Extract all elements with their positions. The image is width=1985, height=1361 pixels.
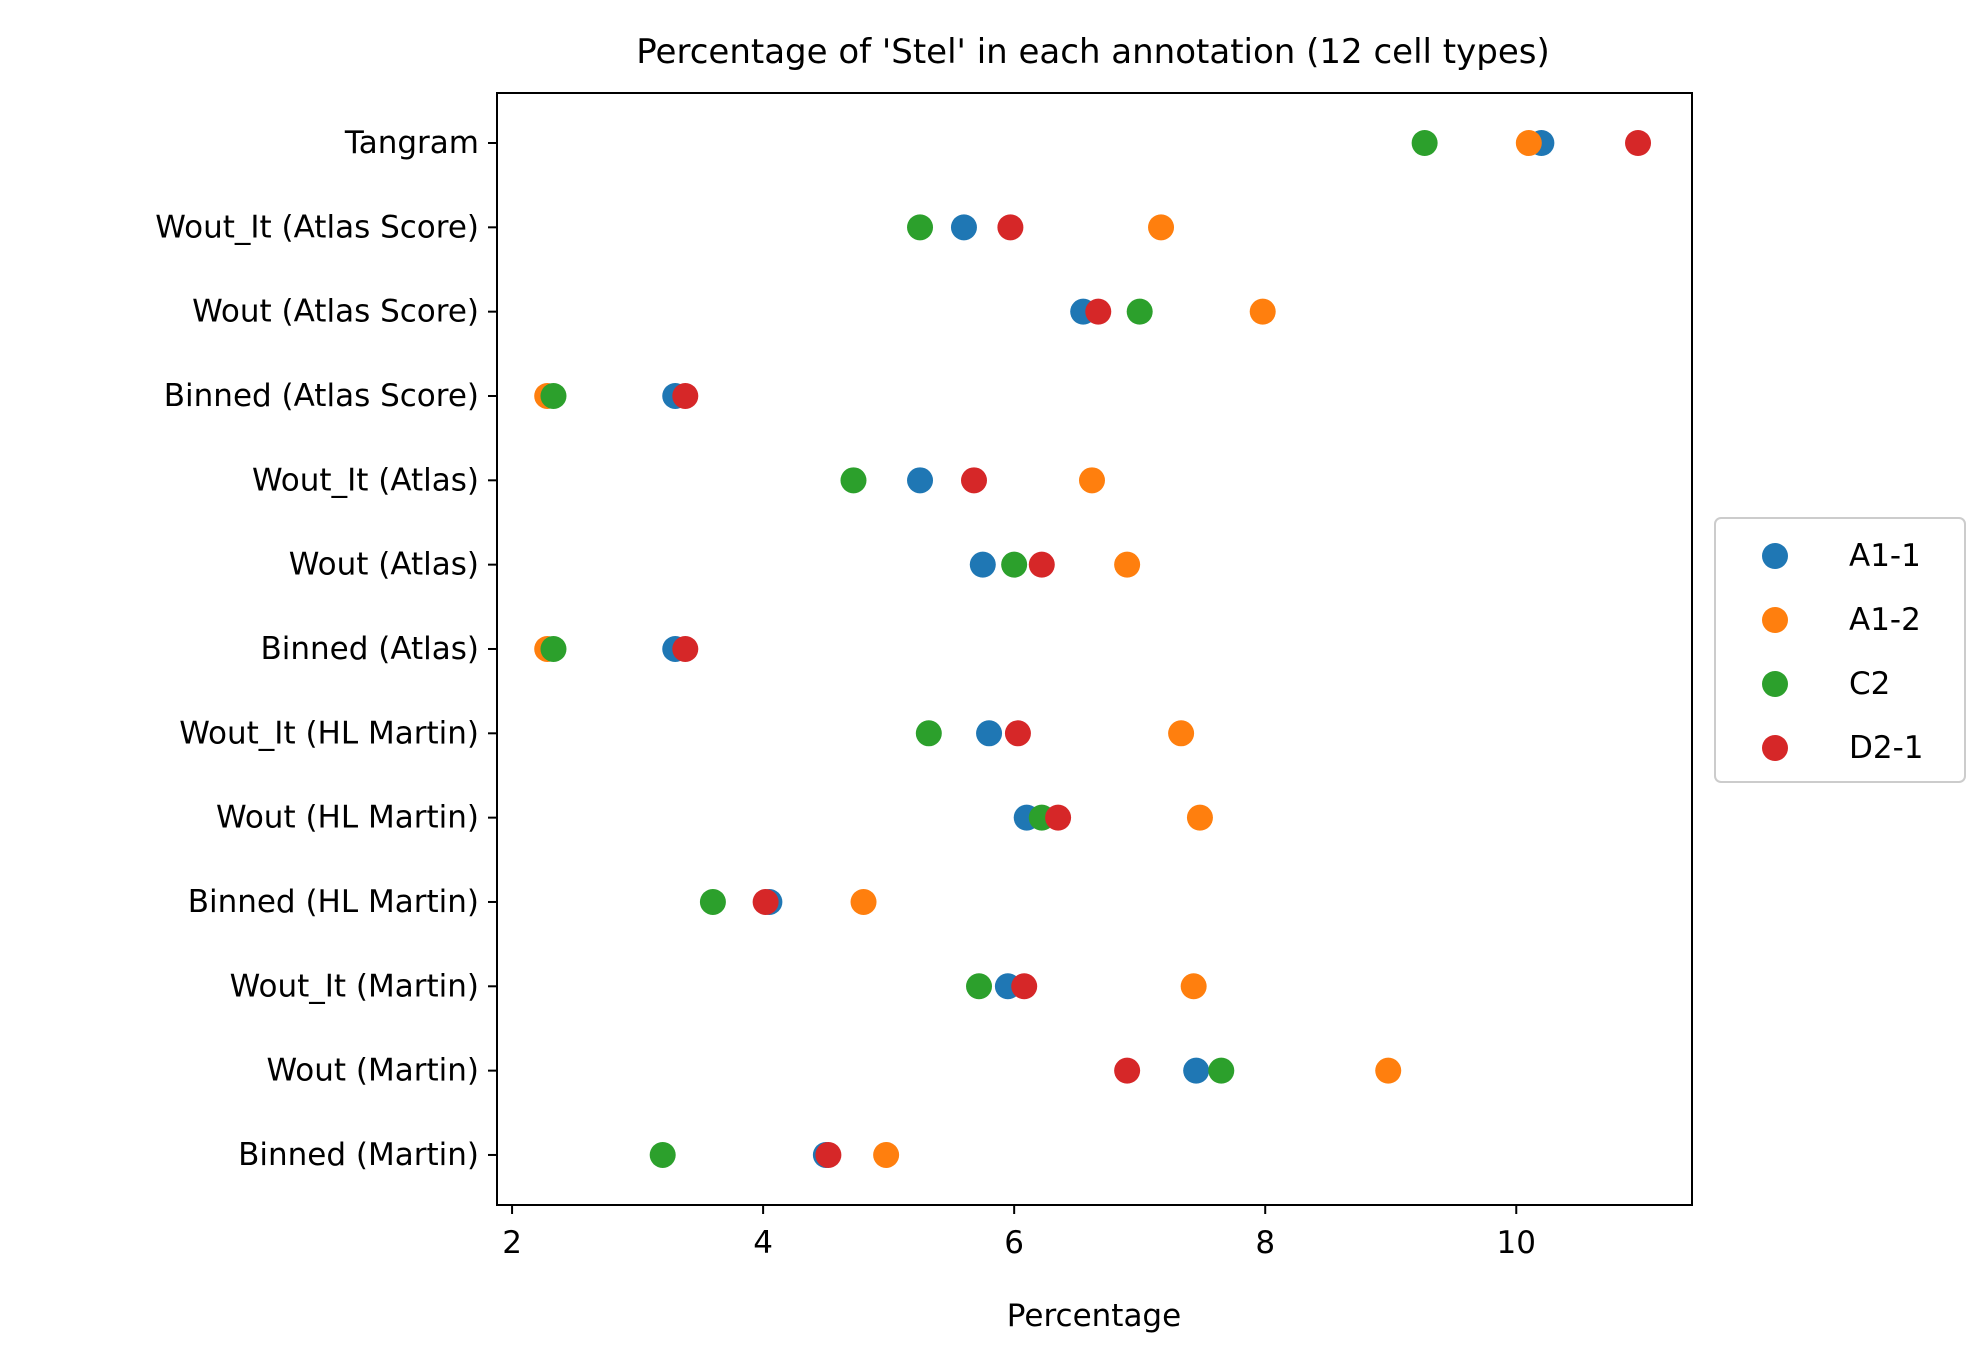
data-point-A1-2 xyxy=(1168,720,1195,747)
data-point-A1-2 xyxy=(1249,298,1276,325)
y-axis: Tangram Wout_It (Atlas Score) Wout (Atlas … xyxy=(155,125,497,1173)
data-point-D2-1 xyxy=(1114,1057,1141,1084)
y-tick-label: Wout (Martin) xyxy=(266,1053,479,1089)
data-point-D2-1 xyxy=(997,214,1024,241)
data-point-C2 xyxy=(1208,1057,1235,1084)
data-point-C2 xyxy=(966,973,993,1000)
legend-marker-C2 xyxy=(1762,671,1788,697)
data-point-D2-1 xyxy=(815,1141,842,1168)
legend-frame xyxy=(1714,517,1966,783)
data-point-A1-2 xyxy=(1114,551,1141,578)
data-point-D2-1 xyxy=(1085,298,1112,325)
legend: A1-1 A1-2 C2 D2-1 xyxy=(1714,517,1966,783)
data-point-D2-1 xyxy=(1011,973,1038,1000)
data-point-D2-1 xyxy=(752,888,779,915)
data-point-A1-2 xyxy=(1515,130,1542,156)
data-point-A1-2 xyxy=(1148,214,1175,241)
x-tick-label: 2 xyxy=(502,1225,522,1261)
y-tick-label: Wout (Atlas Score) xyxy=(192,294,479,330)
y-tick-label: Wout_It (Atlas Score) xyxy=(155,209,479,245)
y-tick-label: Wout_It (Martin) xyxy=(230,968,479,1004)
x-tick-label: 6 xyxy=(1004,1225,1024,1261)
y-tick-label: Wout_It (HL Martin) xyxy=(179,715,479,751)
y-tick-label: Binned (HL Martin) xyxy=(188,884,479,920)
data-point-D2-1 xyxy=(960,467,987,494)
x-tick-label: 4 xyxy=(753,1225,773,1261)
y-tick-label: Wout_It (Atlas) xyxy=(252,462,479,498)
data-point-D2-1 xyxy=(672,635,699,662)
data-point-A1-2 xyxy=(1375,1057,1402,1084)
data-point-A1-2 xyxy=(1180,973,1207,1000)
data-point-A1-2 xyxy=(1186,804,1213,831)
y-tick-label: Binned (Atlas) xyxy=(260,631,479,667)
data-point-D2-1 xyxy=(1004,720,1031,747)
data-point-A1-1 xyxy=(976,720,1003,747)
data-point-C2 xyxy=(649,1141,676,1168)
data-point-A1-1 xyxy=(969,551,996,578)
y-tick-label: Wout (Atlas) xyxy=(289,547,479,583)
legend-marker-A1-2 xyxy=(1762,607,1788,633)
data-point-A1-1 xyxy=(1183,1057,1210,1084)
data-point-A1-2 xyxy=(873,1141,900,1168)
data-points xyxy=(534,130,1652,1168)
data-point-C2 xyxy=(1411,130,1438,156)
data-point-C2 xyxy=(840,467,867,494)
legend-label: D2-1 xyxy=(1849,730,1924,766)
y-tick-label: Wout (HL Martin) xyxy=(216,800,479,836)
data-point-A1-1 xyxy=(907,467,934,494)
data-point-D2-1 xyxy=(672,382,699,409)
y-tick-label: Binned (Martin) xyxy=(238,1137,479,1173)
data-point-D2-1 xyxy=(1045,804,1072,831)
data-point-D2-1 xyxy=(1028,551,1055,578)
x-tick-label: 8 xyxy=(1255,1225,1275,1261)
data-point-D2-1 xyxy=(1625,130,1652,156)
data-point-C2 xyxy=(907,214,934,241)
data-point-C2 xyxy=(540,635,567,662)
legend-marker-D2-1 xyxy=(1762,735,1788,761)
legend-marker-A1-1 xyxy=(1762,543,1788,569)
data-point-C2 xyxy=(699,888,726,915)
data-point-A1-1 xyxy=(950,214,977,241)
data-point-C2 xyxy=(540,382,567,409)
data-point-A1-2 xyxy=(1078,467,1105,494)
legend-label: A1-2 xyxy=(1849,602,1921,638)
data-point-C2 xyxy=(1001,551,1028,578)
x-axis-label: Percentage xyxy=(1007,1298,1181,1334)
legend-label: A1-1 xyxy=(1849,538,1921,574)
data-point-C2 xyxy=(1126,298,1153,325)
y-tick-label: Tangram xyxy=(344,125,479,161)
chart-title: Percentage of 'Stel' in each annotation … xyxy=(636,32,1549,72)
y-tick-label: Binned (Atlas Score) xyxy=(164,378,479,414)
data-point-C2 xyxy=(915,720,942,747)
data-point-A1-2 xyxy=(850,888,877,915)
x-axis: 2 4 6 8 10 xyxy=(502,1205,1536,1261)
legend-label: C2 xyxy=(1849,666,1890,702)
x-tick-label: 10 xyxy=(1497,1225,1536,1261)
